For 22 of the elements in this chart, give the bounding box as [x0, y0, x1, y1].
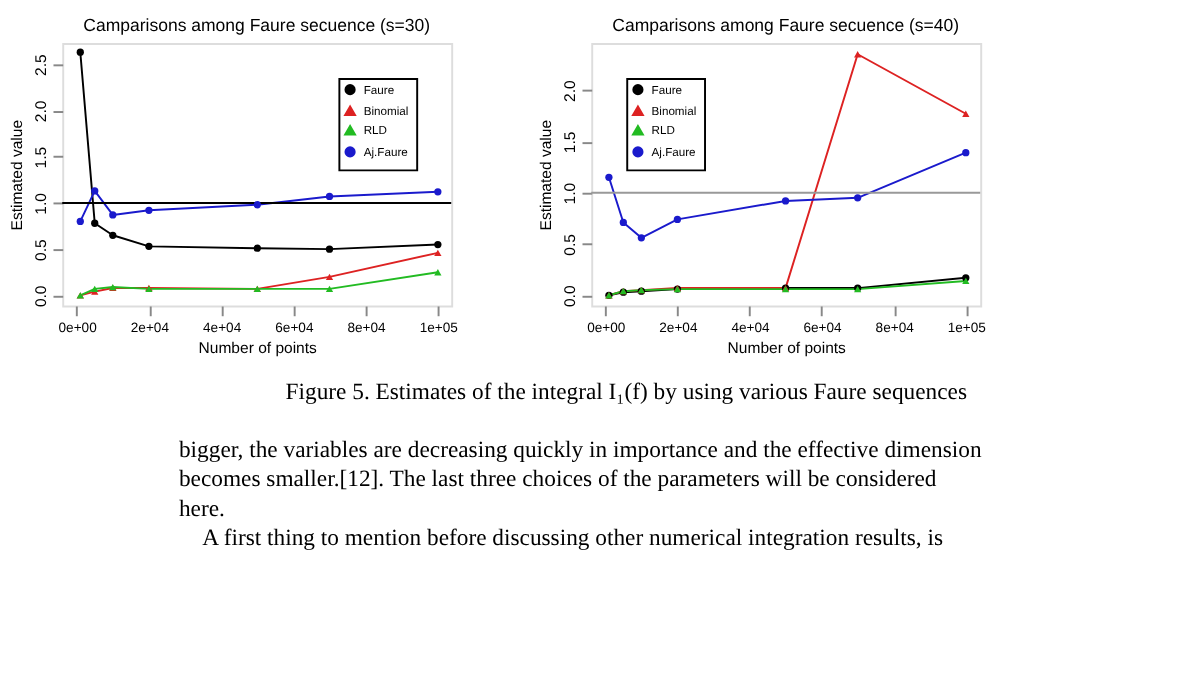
y-tick-label: 0.0 [560, 284, 579, 308]
y-tick-label: 1.5 [560, 131, 579, 154]
y-tick-label: 1.0 [560, 181, 579, 205]
y-tick-label: 1.5 [31, 146, 50, 169]
text: A first thing to mention before discussing other numerical integration results, is [202, 524, 944, 551]
x-axis-title: Number of points [198, 339, 318, 358]
y-axis-title: Estimated value [537, 119, 556, 231]
text: here. [178, 495, 226, 522]
caption: Figure 5. Estimates of the integral I₁(f) by using various Faure sequences [285, 378, 968, 405]
y-tick-label: 0.0 [31, 284, 50, 308]
text: bigger, the variables are decreasing quickly in importance and the effective dimension [178, 437, 982, 464]
y-axis-title: Estimated value [8, 119, 27, 231]
y-tick-label: 2.5 [31, 54, 50, 76]
y-tick-label: 2.0 [31, 99, 50, 123]
text: becomes smaller.[12]. The last three choices of the parameters will be considered [178, 466, 937, 493]
y-tick-label: 0.5 [560, 234, 579, 256]
x-axis-title: Number of points [727, 339, 847, 358]
y-tick-label: 0.5 [31, 239, 50, 261]
chart-title: Camparisons among Faure secuence (s=30) [83, 15, 431, 36]
y-tick-label: 1.0 [31, 191, 50, 215]
y-tick-label: 2.0 [560, 78, 579, 102]
chart-title: Camparisons among Faure secuence (s=40) [612, 15, 960, 36]
